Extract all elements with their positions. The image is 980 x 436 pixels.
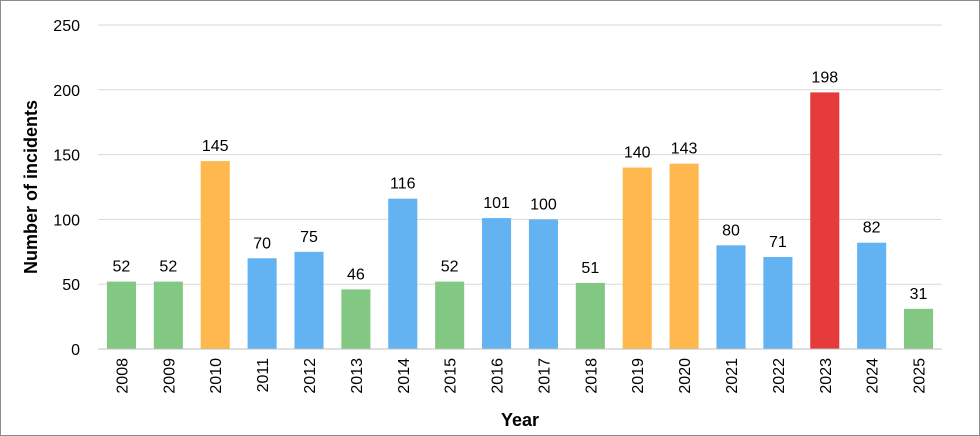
data-label-2011: 70: [253, 235, 271, 252]
x-tick-label-2022: 2022: [771, 358, 788, 394]
data-label-2025: 31: [910, 286, 928, 303]
y-tick-label: 150: [53, 148, 80, 165]
bar-2021: [716, 245, 746, 349]
data-label-2024: 82: [863, 220, 881, 237]
bars: [106, 92, 934, 349]
data-label-2009: 52: [159, 259, 177, 276]
y-tick-label: 100: [53, 212, 80, 229]
x-tick-label-2017: 2017: [536, 358, 553, 394]
bar-2013: [341, 289, 371, 349]
x-tick-label-2011: 2011: [255, 358, 272, 393]
x-tick-label-2019: 2019: [630, 358, 647, 394]
bar-2018: [575, 282, 605, 349]
data-label-2012: 75: [300, 229, 318, 246]
data-label-2017: 100: [530, 196, 557, 213]
bar-2014: [388, 198, 418, 349]
data-label-2019: 140: [624, 145, 651, 162]
x-tick-label-2018: 2018: [583, 358, 600, 394]
x-tick-label-2008: 2008: [114, 358, 131, 394]
x-tick-label-2023: 2023: [818, 358, 835, 394]
data-label-2022: 71: [769, 234, 787, 251]
bar-2016: [482, 218, 512, 349]
bar-2025: [904, 308, 934, 349]
bar-2010: [200, 161, 230, 349]
x-tick-label-2025: 2025: [912, 358, 929, 394]
bar-2012: [294, 251, 324, 349]
x-axis-ticks: 2008 2009 2010 2011 2012 2013 2014 2015 2016 2017…: [114, 358, 928, 394]
data-label-2023: 198: [811, 69, 838, 86]
data-label-2008: 52: [113, 259, 131, 276]
data-labels: 52 52 145 70 75 46 116 52 101 100 51 140 143 80 71 198 8…: [113, 69, 928, 302]
bar-2022: [763, 256, 793, 349]
data-label-2021: 80: [722, 222, 740, 239]
y-tick-label: 250: [53, 18, 80, 35]
bar-2009: [153, 281, 183, 349]
bar-2017: [528, 219, 558, 349]
y-axis-ticks: 0 50 100 150 200 250: [53, 18, 80, 359]
y-tick-label: 50: [62, 277, 80, 294]
x-tick-label-2020: 2020: [677, 358, 694, 394]
bar-2008: [106, 281, 136, 349]
bar-2015: [435, 281, 465, 349]
data-label-2015: 52: [441, 259, 459, 276]
data-label-2020: 143: [671, 141, 698, 158]
data-label-2018: 51: [581, 260, 599, 277]
x-tick-label-2010: 2010: [208, 358, 225, 394]
bar-2024: [857, 242, 887, 349]
y-tick-label: 0: [71, 342, 80, 359]
x-tick-label-2016: 2016: [490, 358, 507, 394]
data-label-2014: 116: [390, 176, 416, 193]
y-axis-title: Number of incidents: [21, 100, 41, 274]
data-label-2013: 46: [347, 266, 365, 283]
x-axis-title: Year: [501, 410, 539, 430]
data-label-2016: 101: [483, 195, 510, 212]
gridlines: [98, 24, 942, 285]
data-label-2010: 145: [202, 138, 229, 155]
x-tick-label-2014: 2014: [396, 358, 413, 394]
x-tick-label-2012: 2012: [302, 358, 319, 394]
y-tick-label: 200: [53, 83, 80, 100]
bar-2011: [247, 258, 277, 349]
x-tick-label-2015: 2015: [443, 358, 460, 394]
bar-2023: [810, 92, 840, 349]
bar-2020: [669, 163, 699, 349]
x-tick-label-2013: 2013: [349, 358, 366, 394]
bar-2019: [622, 167, 652, 349]
x-tick-label-2024: 2024: [865, 358, 882, 394]
x-tick-label-2009: 2009: [161, 358, 178, 394]
x-tick-label-2021: 2021: [724, 358, 741, 394]
